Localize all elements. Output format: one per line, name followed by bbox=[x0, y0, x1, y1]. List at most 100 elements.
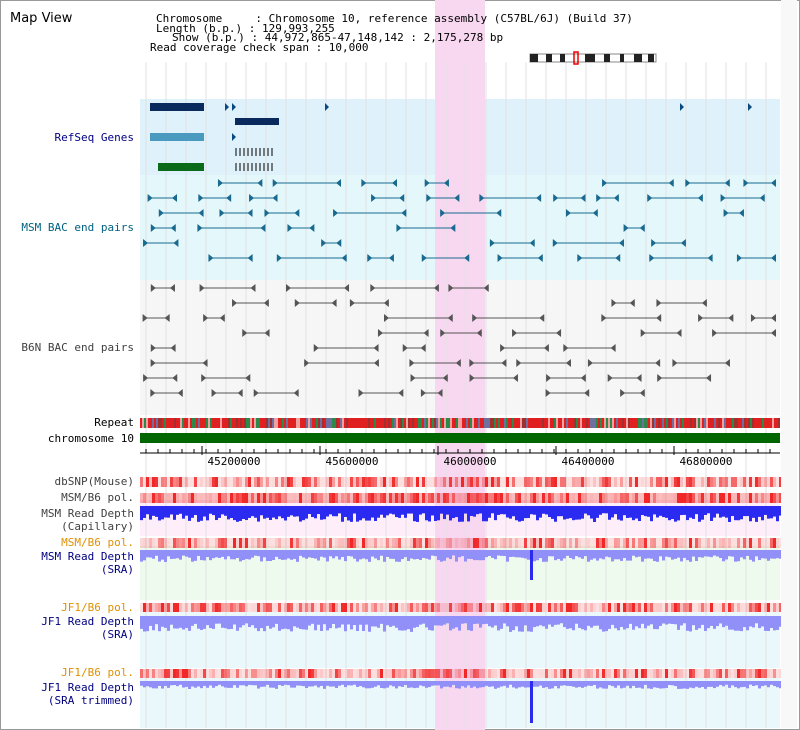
track-label-b6n-bac[interactable]: B6N BAC end pairs bbox=[21, 341, 134, 354]
repeat-segment bbox=[516, 418, 518, 428]
msm-pol2-cell bbox=[551, 538, 554, 548]
repeat-segment bbox=[526, 418, 528, 428]
jf1-trim-depth-bar bbox=[149, 681, 152, 688]
repeat-segment bbox=[398, 418, 400, 428]
jf1-sra-depth-bar bbox=[515, 616, 518, 627]
msm-sra-depth-bar bbox=[161, 550, 164, 560]
repeat-segment bbox=[198, 418, 200, 428]
jf1-sra-depth-bar bbox=[470, 616, 473, 631]
msm-sra-depth-bar bbox=[773, 550, 776, 559]
msm-cap-depth-bar bbox=[779, 506, 782, 516]
jf1-pol2-cell bbox=[674, 669, 677, 678]
msm-sra-depth-bar bbox=[224, 550, 227, 560]
msm-pol-cell bbox=[170, 493, 173, 503]
msm-sra-depth-bar bbox=[296, 550, 299, 562]
msm-bac-pair-end bbox=[226, 194, 232, 202]
jf1-trim-depth-bar bbox=[542, 681, 545, 688]
b6n-bac-pair-end bbox=[150, 284, 156, 292]
jf1-sra-depth-bar bbox=[485, 616, 488, 624]
msm-sra-depth-bar bbox=[407, 550, 410, 561]
track-label-refseq[interactable]: RefSeq Genes bbox=[54, 131, 134, 144]
msm-bac-pair-end bbox=[321, 239, 327, 247]
msm-sra-depth-bar bbox=[272, 550, 275, 560]
jf1-sra-depth-bar bbox=[152, 616, 155, 631]
jf1-pol2-cell bbox=[152, 669, 155, 678]
msm-cap-depth-bar bbox=[338, 506, 341, 514]
msm-cap-depth-bar bbox=[458, 506, 461, 522]
msm-cap-depth-bar bbox=[509, 506, 512, 519]
msm-pol2-cell bbox=[647, 538, 650, 548]
axis-tick-label: 46400000 bbox=[562, 455, 615, 468]
track-label-jf1-pol-2[interactable]: JF1/B6 pol. bbox=[61, 666, 134, 679]
track-label-jf1-trim[interactable]: JF1 Read Depth bbox=[41, 681, 134, 694]
jf1-trim-depth-bar bbox=[335, 681, 338, 689]
dbsnp-cell bbox=[338, 477, 341, 487]
jf1-pol2-cell bbox=[269, 669, 272, 678]
jf1-sra-depth-bar bbox=[428, 616, 431, 631]
jf1-trim-depth-bar bbox=[332, 681, 335, 687]
jf1-sra-depth-bar bbox=[230, 616, 233, 629]
jf1-pol2-cell bbox=[581, 669, 584, 678]
repeat-segment bbox=[628, 418, 630, 428]
dbsnp-cell bbox=[221, 477, 224, 487]
msm-cap-depth-bar bbox=[377, 506, 380, 518]
repeat-segment bbox=[664, 418, 666, 428]
repeat-segment bbox=[594, 418, 596, 428]
jf1-trim-depth-bar bbox=[191, 681, 194, 687]
msm-sra-depth-bar bbox=[323, 550, 326, 558]
jf1-pol2-cell bbox=[257, 669, 260, 678]
msm-pol2-cell bbox=[359, 538, 362, 548]
jf1-trim-depth-bar bbox=[443, 681, 446, 687]
repeat-segment bbox=[750, 418, 752, 428]
track-label-msm-pol-1[interactable]: MSM/B6 pol. bbox=[61, 491, 134, 504]
dbsnp-cell bbox=[680, 477, 683, 487]
track-label-dbsnp[interactable]: dbSNP(Mouse) bbox=[54, 475, 134, 488]
track-label-jf1-depth[interactable]: JF1 Read Depth bbox=[41, 615, 134, 628]
track-label-msm-depth-cap-sub: (Capillary) bbox=[61, 520, 134, 533]
msm-pol2-cell bbox=[734, 538, 737, 548]
msm-sra-depth-bar bbox=[488, 550, 491, 556]
jf1-sra-depth-bar bbox=[677, 616, 680, 630]
msm-sra-depth-bar bbox=[719, 550, 722, 558]
track-label-msm-depth-cap[interactable]: MSM Read Depth bbox=[41, 507, 134, 520]
msm-pol2-cell bbox=[569, 538, 572, 548]
msm-sra-depth-bar bbox=[761, 550, 764, 559]
dbsnp-cell bbox=[593, 477, 596, 487]
msm-pol2-cell bbox=[269, 538, 272, 548]
msm-cap-depth-bar bbox=[284, 506, 287, 521]
jf1-trim-depth-bar bbox=[629, 681, 632, 689]
jf1-pol2-cell bbox=[515, 669, 518, 678]
dbsnp-cell bbox=[575, 477, 578, 487]
jf1-sra-depth-bar bbox=[311, 616, 314, 624]
jf1-pol2-cell bbox=[503, 669, 506, 678]
jf1-pol2-cell bbox=[710, 669, 713, 678]
page-title: Map View bbox=[10, 11, 73, 26]
jf1-pol-cell bbox=[653, 603, 656, 612]
repeat-segment bbox=[646, 418, 648, 428]
dbsnp-cell bbox=[359, 477, 362, 487]
msm-pol2-cell bbox=[212, 538, 215, 548]
jf1-trim-depth-bar bbox=[299, 681, 302, 686]
jf1-pol2-cell bbox=[590, 669, 593, 678]
jf1-sra-depth-bar bbox=[731, 616, 734, 630]
jf1-pol2-cell bbox=[326, 669, 329, 678]
msm-pol2-cell bbox=[686, 538, 689, 548]
msm-pol2-cell bbox=[437, 538, 440, 548]
track-label-msm-bac[interactable]: MSM BAC end pairs bbox=[21, 221, 134, 234]
msm-pol-cell bbox=[449, 493, 452, 503]
repeat-segment bbox=[146, 418, 148, 428]
jf1-trim-depth-bar bbox=[626, 681, 629, 686]
msm-pol-cell bbox=[374, 493, 377, 503]
msm-sra-depth-bar bbox=[668, 550, 671, 558]
track-label-msm-pol-2[interactable]: MSM/B6 pol. bbox=[61, 536, 134, 549]
dbsnp-cell bbox=[395, 477, 398, 487]
track-label-repeat[interactable]: Repeat bbox=[94, 416, 134, 429]
msm-cap-depth-bar bbox=[491, 506, 494, 514]
jf1-sra-depth-bar bbox=[404, 616, 407, 631]
jf1-trim-depth-bar bbox=[719, 681, 722, 686]
track-label-msm-depth-sra[interactable]: MSM Read Depth bbox=[41, 550, 134, 563]
jf1-pol2-cell bbox=[779, 669, 782, 678]
repeat-segment bbox=[702, 418, 704, 428]
track-label-jf1-pol-1[interactable]: JF1/B6 pol. bbox=[61, 601, 134, 614]
